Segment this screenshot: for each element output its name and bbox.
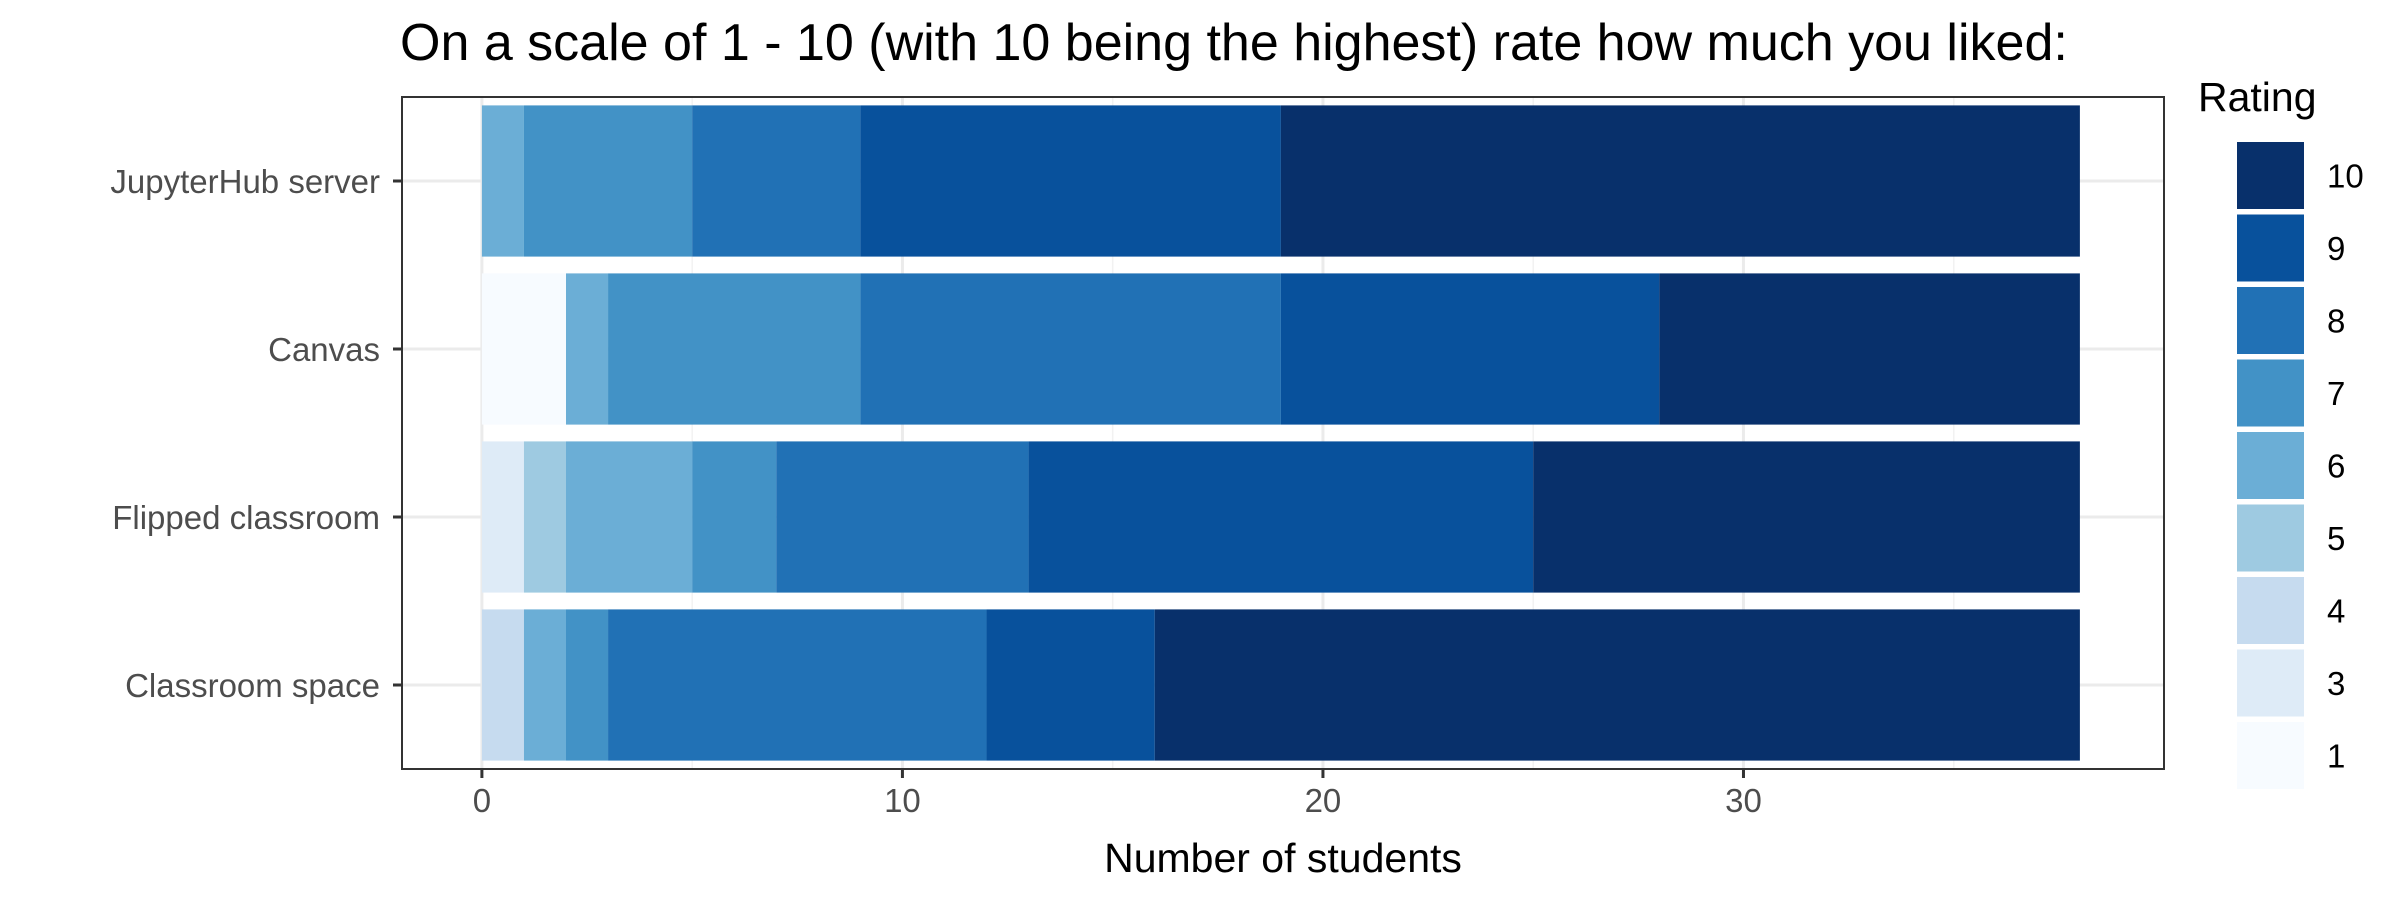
bar-segment-canvas-rating-6 — [566, 273, 609, 425]
x-tick-label: 20 — [1305, 782, 1342, 819]
x-tick-label: 30 — [1725, 782, 1762, 819]
y-tick-label: JupyterHub server — [110, 163, 380, 200]
bar-segment-canvas-rating-8 — [860, 273, 1281, 425]
bar-segment-flipped-classroom-rating-10 — [1533, 441, 2080, 593]
legend-label: 3 — [2327, 665, 2345, 702]
legend-key-rating-1 — [2237, 722, 2304, 789]
bar-segment-jupyterhub-server-rating-7 — [523, 105, 693, 257]
bar-segment-classroom-space-rating-7 — [566, 609, 609, 761]
bar-segment-canvas-rating-9 — [1280, 273, 1660, 425]
y-axis: JupyterHub server Canvas Flipped classroom… — [110, 163, 402, 704]
legend-key-rating-8 — [2237, 287, 2304, 354]
bar-segment-jupyterhub-server-rating-8 — [692, 105, 861, 257]
legend-label: 7 — [2327, 375, 2345, 412]
legend-key-rating-7 — [2237, 359, 2304, 427]
legend-label: 4 — [2327, 593, 2345, 630]
legend: Rating 10 9 8 7 6 5 4 3 1 — [2198, 74, 2364, 789]
chart-title: On a scale of 1 - 10 (with 10 being the … — [400, 14, 2068, 72]
x-axis-label: Number of students — [1104, 835, 1462, 881]
bars — [481, 105, 2080, 761]
bar-segment-classroom-space-rating-8 — [608, 609, 987, 761]
bar-segment-classroom-space-rating-6 — [523, 609, 567, 761]
bar-segment-flipped-classroom-rating-8 — [776, 441, 1029, 593]
x-tick-label: 10 — [884, 782, 921, 819]
legend-label: 8 — [2327, 303, 2345, 340]
legend-key-rating-3 — [2237, 649, 2304, 717]
legend-label: 1 — [2327, 738, 2345, 775]
x-tick-label: 0 — [473, 782, 491, 819]
legend-key-rating-4 — [2237, 577, 2304, 644]
y-tick-label: Classroom space — [125, 667, 380, 704]
bar-segment-canvas-rating-10 — [1659, 273, 2080, 425]
legend-key-rating-10 — [2237, 142, 2304, 209]
legend-key-rating-6 — [2237, 432, 2304, 499]
legend-label: 9 — [2327, 230, 2345, 267]
bar-segment-canvas-rating-7 — [608, 273, 861, 425]
bar-segment-canvas-rating-1 — [481, 273, 567, 425]
bar-segment-flipped-classroom-rating-6 — [566, 441, 693, 593]
legend-label: 5 — [2327, 520, 2345, 557]
legend-key-rating-5 — [2237, 504, 2304, 572]
bar-segment-flipped-classroom-rating-3 — [481, 441, 524, 593]
y-tick-label: Canvas — [268, 331, 380, 368]
bar-segment-jupyterhub-server-rating-9 — [860, 105, 1281, 257]
bar-segment-jupyterhub-server-rating-6 — [481, 105, 524, 257]
x-axis: 0 10 20 30 — [473, 769, 1762, 819]
bar-segment-jupyterhub-server-rating-10 — [1280, 105, 2080, 257]
plot-border — [401, 96, 2165, 770]
bar-segment-flipped-classroom-rating-9 — [1028, 441, 1534, 593]
legend-label: 6 — [2327, 448, 2345, 485]
bar-segment-classroom-space-rating-4 — [481, 609, 524, 761]
bar-segment-classroom-space-rating-9 — [986, 609, 1155, 761]
legend-key-rating-9 — [2237, 214, 2304, 282]
legend-title: Rating — [2198, 74, 2317, 120]
bar-segment-flipped-classroom-rating-5 — [523, 441, 567, 593]
y-tick-label: Flipped classroom — [112, 499, 380, 536]
bar-segment-flipped-classroom-rating-7 — [692, 441, 777, 593]
legend-label: 10 — [2327, 158, 2364, 195]
bar-segment-classroom-space-rating-10 — [1154, 609, 2080, 761]
